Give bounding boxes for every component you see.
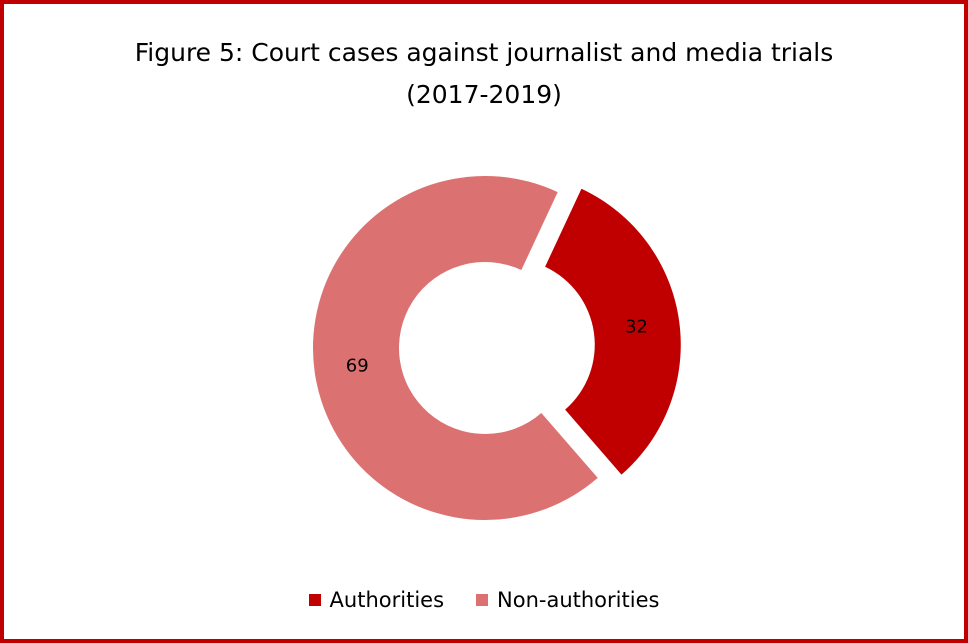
chart-title: Figure 5: Court cases against journalist… <box>40 32 928 116</box>
legend-swatch <box>476 594 489 606</box>
chart-title-line: Figure 5: Court cases against journalist… <box>134 38 834 67</box>
donut-slice-non-authorities <box>313 176 598 520</box>
data-label-authorities: 32 <box>625 316 648 337</box>
data-label-non-authorities: 69 <box>346 355 369 376</box>
chart-legend: Authorities Non-authorities <box>0 588 968 612</box>
donut-slice-authorities <box>545 188 681 475</box>
legend-swatch <box>308 594 321 606</box>
legend-label: Non-authorities <box>497 588 660 612</box>
chart-subtitle: (2017-2019) <box>406 80 562 109</box>
legend-item-non-authorities: Non-authorities <box>476 588 659 612</box>
legend-item-authorities: Authorities <box>308 588 445 612</box>
legend-label: Authorities <box>329 588 445 612</box>
